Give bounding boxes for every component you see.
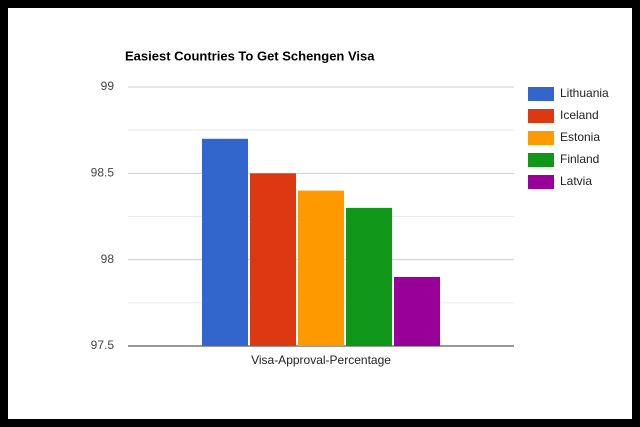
legend-label: Lithuania [560,86,609,100]
bar [298,190,344,346]
legend-label: Latvia [560,174,592,188]
legend-swatch [528,87,554,101]
y-tick-label: 98 [101,252,115,266]
bar [202,138,248,346]
y-tick-label: 98.5 [91,166,115,180]
chart-title: Easiest Countries To Get Schengen Visa [125,48,375,63]
bar [346,207,392,346]
legend-label: Estonia [560,130,600,144]
y-tick-label: 97.5 [91,338,115,352]
legend-label: Finland [560,152,599,166]
y-tick-label: 99 [101,79,115,93]
legend-swatch [528,109,554,123]
legend-swatch [528,131,554,145]
x-tick-label: Visa-Approval-Percentage [251,353,391,367]
legend-swatch [528,175,554,189]
legend-label: Iceland [560,108,599,122]
legend-swatch [528,153,554,167]
bar [394,276,440,346]
bar [250,173,296,346]
